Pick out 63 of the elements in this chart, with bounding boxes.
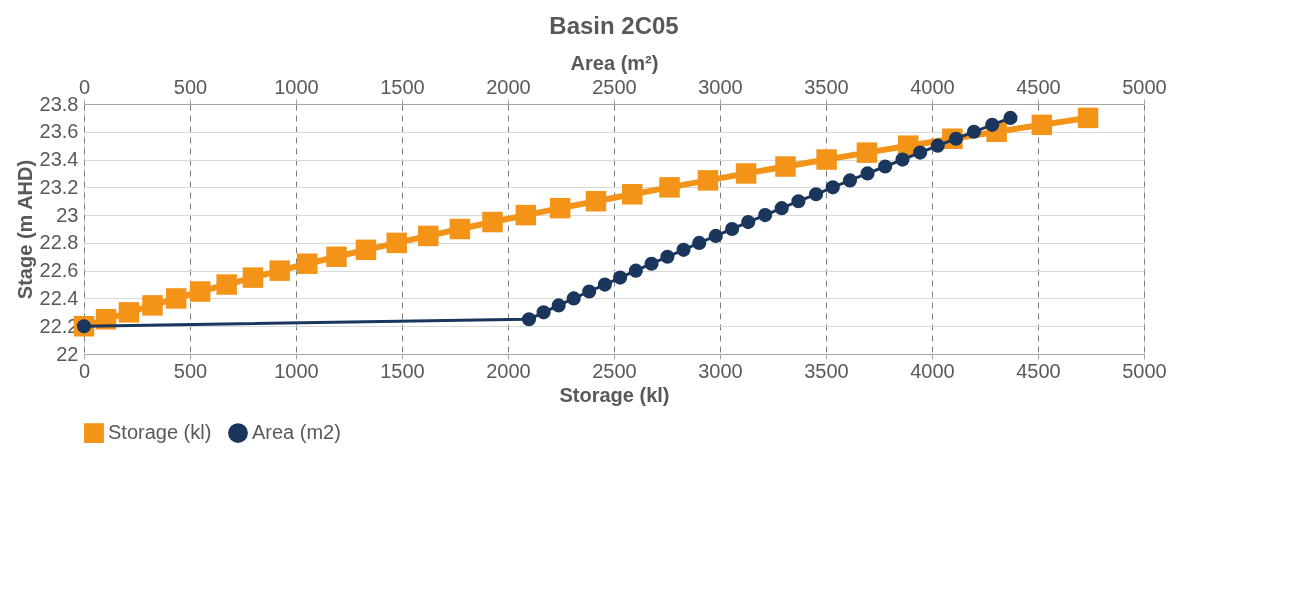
x2-tick-label: 2500 — [592, 75, 637, 98]
point — [326, 246, 347, 268]
x2-tick-label: 4500 — [1016, 75, 1061, 98]
x2-tick-label: 3500 — [804, 75, 849, 98]
point — [216, 274, 237, 295]
point — [142, 295, 163, 316]
x2-tick-label: 1500 — [380, 75, 425, 98]
x-tick-label: 4500 — [1016, 359, 1061, 382]
y-tick-label: 22 — [56, 342, 79, 365]
point — [1031, 114, 1053, 136]
y-tick-label: 23.8 — [39, 92, 79, 115]
x-tick-label: 3000 — [698, 359, 743, 382]
chart-title: Basin 2C05 — [549, 12, 679, 39]
x-tick-label: 1500 — [380, 359, 425, 382]
point — [269, 260, 290, 281]
x-tick-label: 3500 — [804, 359, 849, 382]
point — [697, 170, 719, 191]
point — [816, 149, 837, 170]
point — [242, 267, 264, 288]
x-tick-label: 2500 — [592, 359, 637, 382]
x-tick-label: 4000 — [910, 359, 955, 382]
point — [585, 190, 607, 212]
y-tick-label: 22.4 — [39, 286, 79, 309]
y-tick-label: 23 — [56, 203, 79, 226]
point — [482, 211, 503, 233]
point — [621, 184, 643, 205]
point — [659, 177, 680, 198]
y-axis-title: Stage (m AHD) — [13, 159, 36, 300]
x2-tick-label: 5000 — [1122, 75, 1167, 98]
x2-tick-label: 500 — [173, 75, 208, 98]
point — [296, 253, 318, 274]
legend-label: Storage (kl) — [108, 421, 212, 444]
point — [355, 239, 377, 261]
point — [856, 142, 878, 163]
x2-tick-label: 3000 — [698, 75, 743, 98]
y-tick-label: 23.4 — [39, 148, 79, 171]
x-axis-title: Storage (kl) — [559, 383, 670, 406]
point — [735, 163, 757, 184]
x2-tick-label: 0 — [78, 75, 91, 98]
point — [118, 302, 140, 323]
point — [189, 281, 211, 302]
x-tick-label: 2000 — [486, 359, 531, 382]
point — [515, 204, 537, 226]
point — [165, 288, 187, 309]
point — [449, 218, 471, 240]
x-tick-label: 5000 — [1122, 359, 1167, 382]
x2-tick-label: 4000 — [910, 75, 955, 98]
y-tick-label: 23.2 — [39, 175, 79, 198]
x-tick-label: 0 — [78, 359, 91, 382]
x2-tick-label: 1000 — [274, 75, 319, 98]
point — [549, 197, 571, 219]
x2-tick-label: 2000 — [486, 75, 531, 98]
x-tick-label: 500 — [173, 359, 208, 382]
point — [418, 225, 439, 247]
legend-label: Area (m2) — [252, 421, 341, 444]
point — [775, 156, 796, 177]
y-tick-label: 22.6 — [39, 259, 79, 282]
point — [1077, 107, 1099, 129]
y-tick-label: 23.6 — [39, 120, 79, 143]
x2-axis-title: Area (m²) — [570, 51, 659, 74]
x-tick-label: 1000 — [274, 359, 319, 382]
point — [386, 232, 407, 254]
y-tick-label: 22.8 — [39, 231, 79, 254]
